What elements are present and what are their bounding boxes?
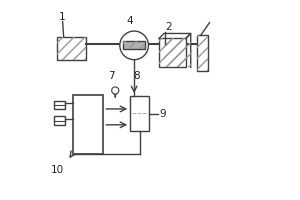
- Bar: [130, 96, 149, 131]
- Bar: [57, 37, 86, 60]
- Bar: [123, 41, 145, 49]
- Bar: [73, 95, 103, 154]
- Bar: [159, 38, 186, 67]
- Text: 8: 8: [133, 71, 140, 81]
- Bar: [54, 101, 64, 109]
- Text: 4: 4: [127, 16, 134, 26]
- Text: 9: 9: [159, 109, 166, 119]
- Bar: [57, 37, 86, 60]
- Bar: [197, 35, 208, 71]
- Bar: [164, 38, 191, 67]
- Circle shape: [120, 31, 148, 60]
- Bar: [164, 38, 191, 67]
- Circle shape: [112, 87, 119, 94]
- Bar: [123, 41, 145, 49]
- Bar: [159, 38, 186, 67]
- Bar: [54, 116, 64, 125]
- Text: 7: 7: [108, 71, 115, 81]
- Bar: [197, 35, 208, 71]
- Text: 2: 2: [165, 22, 172, 32]
- Text: 1: 1: [59, 12, 66, 22]
- Text: 10: 10: [51, 165, 64, 175]
